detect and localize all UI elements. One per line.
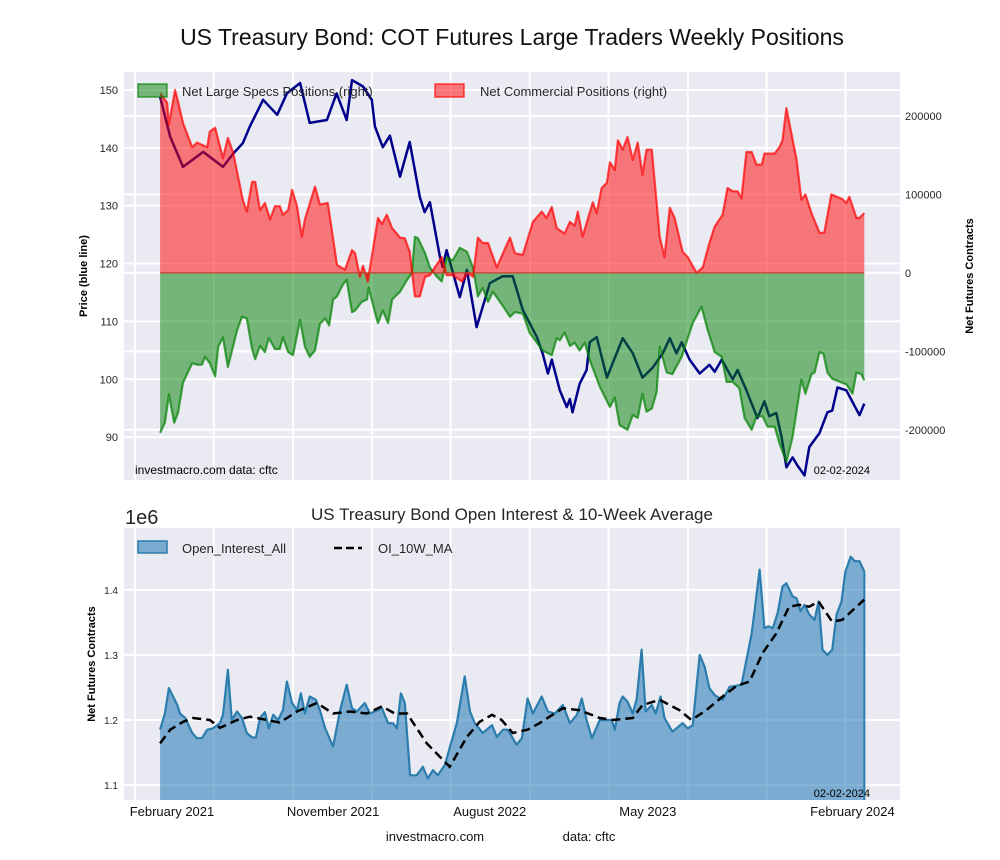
oi-10w-ma-line [159,598,866,769]
x-tick-label: August 2022 [453,804,526,819]
left-y-tick-label: 130 [100,201,118,213]
net-commercial-line [159,88,866,298]
left-y-tick-label: 110 [100,316,118,328]
legend-oi-swatch [137,540,168,554]
right-y-tick-label: 200000 [905,111,942,123]
bottom-chart-marks [159,555,866,800]
bottom-y-axis-label: Net Futures Contracts [86,606,98,722]
x-tick-label: May 2023 [619,804,676,819]
top-chart-title: US Treasury Bond: COT Futures Large Trad… [180,24,844,50]
bottom-y-tick-label: 1.1 [104,781,118,792]
net-large-specs-line [159,235,866,464]
top-chart-marks [158,78,866,477]
right-y-axis-label: Net Futures Contracts [964,218,976,334]
x-tick-label: February 2021 [130,804,215,819]
legend-specs-swatch [137,83,168,98]
bottom-date-annotation: 02-02-2024 [814,788,870,800]
left-y-tick-label: 140 [100,143,118,155]
footer-site: investmacro.com [386,829,484,844]
legend-commercial-swatch [434,83,465,98]
legend-ma-label: OI_10W_MA [378,541,453,556]
right-y-tick-label: 100000 [905,189,942,201]
bottom-y-tick-label: 1.4 [104,586,118,597]
top-date-annotation: 02-02-2024 [814,465,870,477]
x-tick-label: November 2021 [287,804,380,819]
left-y-tick-label: 150 [100,85,118,97]
net-large-specs-area [160,236,865,462]
chart-texts: 90 100 110 120 130 140 150 -200000 -100000 0 10000… [78,24,976,844]
top-source-annotation: investmacro.com data: cftc [135,463,278,477]
open-interest-area [160,556,865,800]
legend-specs-label: Net Large Specs Positions (right) [182,84,373,99]
bottom-chart-title: US Treasury Bond Open Interest & 10-Week… [311,505,713,524]
open-interest-line [159,555,866,780]
y-scale-label: 1e6 [125,507,158,529]
right-y-tick-label: -200000 [905,425,945,437]
left-y-tick-label: 100 [100,374,118,386]
right-y-tick-label: -100000 [905,346,945,358]
bottom-y-tick-label: 1.3 [104,651,118,662]
left-y-tick-label: 120 [100,259,118,271]
net-commercial-area [160,90,865,297]
legend-commercial-label: Net Commercial Positions (right) [480,84,667,99]
left-y-tick-label: 90 [106,432,118,444]
right-y-tick-label: 0 [905,268,911,280]
x-tick-label: February 2024 [810,804,895,819]
left-y-axis-label: Price (blue line) [78,235,90,317]
legend-oi-label: Open_Interest_All [182,541,286,556]
bottom-y-tick-label: 1.2 [104,716,118,727]
footer-source: data: cftc [563,829,616,844]
